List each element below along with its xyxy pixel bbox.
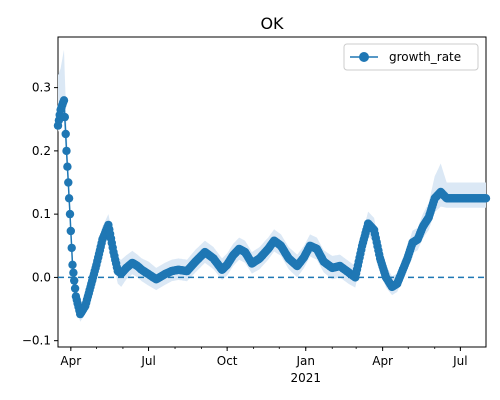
x-year-label: 2021 <box>290 371 321 385</box>
x-tick-label: Jul <box>452 354 467 368</box>
y-tick-label: 0.2 <box>32 144 51 158</box>
y-tick-label: 0.0 <box>32 270 51 284</box>
growth-rate-point <box>64 178 73 187</box>
legend-label: growth_rate <box>389 50 461 64</box>
x-tick-label: Oct <box>217 354 238 368</box>
growth-rate-point <box>65 209 75 219</box>
x-axis: Apr Jul Oct Jan Apr Jul 2021 <box>60 347 468 385</box>
y-tick-label: 0.3 <box>32 81 51 95</box>
growth-rate-point <box>66 226 76 236</box>
growth-rate-point <box>64 194 74 203</box>
growth-rate-point <box>60 112 69 122</box>
x-tick-label: Jul <box>140 354 155 368</box>
growth-rate-point <box>70 276 79 285</box>
growth-rate-point <box>67 243 76 253</box>
x-tick-label: Apr <box>372 354 393 368</box>
y-axis: −0.1 0.0 0.1 0.2 0.3 <box>22 81 58 348</box>
plot-frame <box>57 36 487 348</box>
growth-rate-point <box>59 96 69 105</box>
x-tick-label: Jan <box>295 354 315 368</box>
growth-rate-point <box>62 146 71 156</box>
growth-rate-point <box>63 162 72 171</box>
growth-rate-point <box>69 268 78 277</box>
plot-area <box>53 36 491 348</box>
legend-box <box>343 43 479 71</box>
growth-rate-point <box>481 194 491 203</box>
growth-rate-point <box>70 284 80 293</box>
y-tick-label: 0.1 <box>32 207 51 221</box>
series-marker-layer <box>53 96 491 319</box>
legend-marker-swatch <box>359 52 369 62</box>
legend: growth_rate <box>343 43 479 71</box>
growth-rate-point <box>61 129 70 139</box>
x-tick-label: Apr <box>60 354 81 368</box>
growth-rate-point <box>68 260 77 269</box>
chart-title: OK <box>260 14 284 33</box>
y-tick-label: −0.1 <box>22 334 51 348</box>
